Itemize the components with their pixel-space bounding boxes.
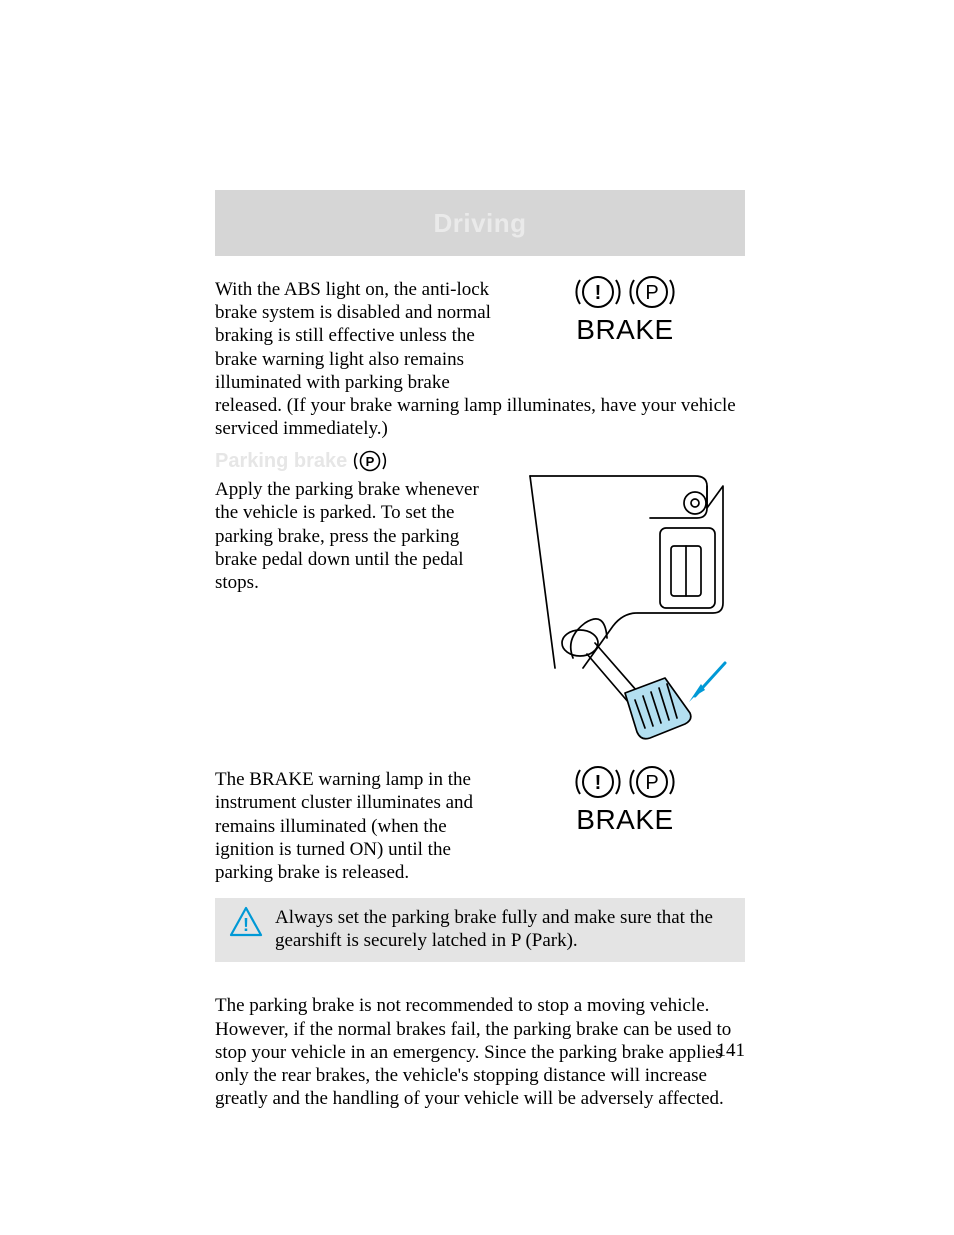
warning-triangle-icon: ! <box>229 906 263 943</box>
paragraph-lamp: The BRAKE warning lamp in the instrument… <box>215 768 495 884</box>
svg-text:!: ! <box>595 282 602 304</box>
section-apply-brake: Apply the parking brake whenever the veh… <box>215 478 745 758</box>
svg-text:P: P <box>645 772 658 794</box>
exclaim-circle-icon: ! <box>574 762 622 802</box>
svg-text:P: P <box>645 282 658 304</box>
page-content: Driving ! P <box>215 190 745 1110</box>
exclaim-circle-icon: ! <box>574 272 622 312</box>
svg-text:P: P <box>366 454 375 469</box>
parking-heading-text: Parking brake <box>215 450 347 473</box>
brake-label: BRAKE <box>545 804 705 836</box>
p-circle-small-icon: P <box>353 448 387 474</box>
chapter-header-band: Driving <box>215 190 745 256</box>
paragraph-emergency: The parking brake is not recommended to … <box>215 994 745 1110</box>
page-number: 141 <box>717 1040 746 1062</box>
warning-callout: ! Always set the parking brake fully and… <box>215 898 745 962</box>
brake-label: BRAKE <box>545 314 705 346</box>
paragraph-abs-wide: released. (If your brake warning lamp il… <box>215 394 745 440</box>
p-circle-icon: P <box>628 762 676 802</box>
brake-warning-icon-2: ! P BRAKE <box>545 762 705 836</box>
section-abs: ! P BRAKE With the ABS light on, the ant… <box>215 278 745 440</box>
paragraph-apply: Apply the parking brake whenever the veh… <box>215 478 485 594</box>
section-brake-lamp: ! P BRAKE The BRAKE warning lamp in the … <box>215 768 745 884</box>
svg-text:!: ! <box>595 772 602 794</box>
p-circle-icon: P <box>628 272 676 312</box>
chapter-title: Driving <box>433 208 526 239</box>
svg-text:!: ! <box>243 915 249 935</box>
pedal-diagram <box>495 468 755 748</box>
paragraph-abs-narrow: With the ABS light on, the anti-lock bra… <box>215 278 520 394</box>
warning-text: Always set the parking brake fully and m… <box>275 906 731 952</box>
brake-warning-icon: ! P BRAKE <box>545 272 705 346</box>
